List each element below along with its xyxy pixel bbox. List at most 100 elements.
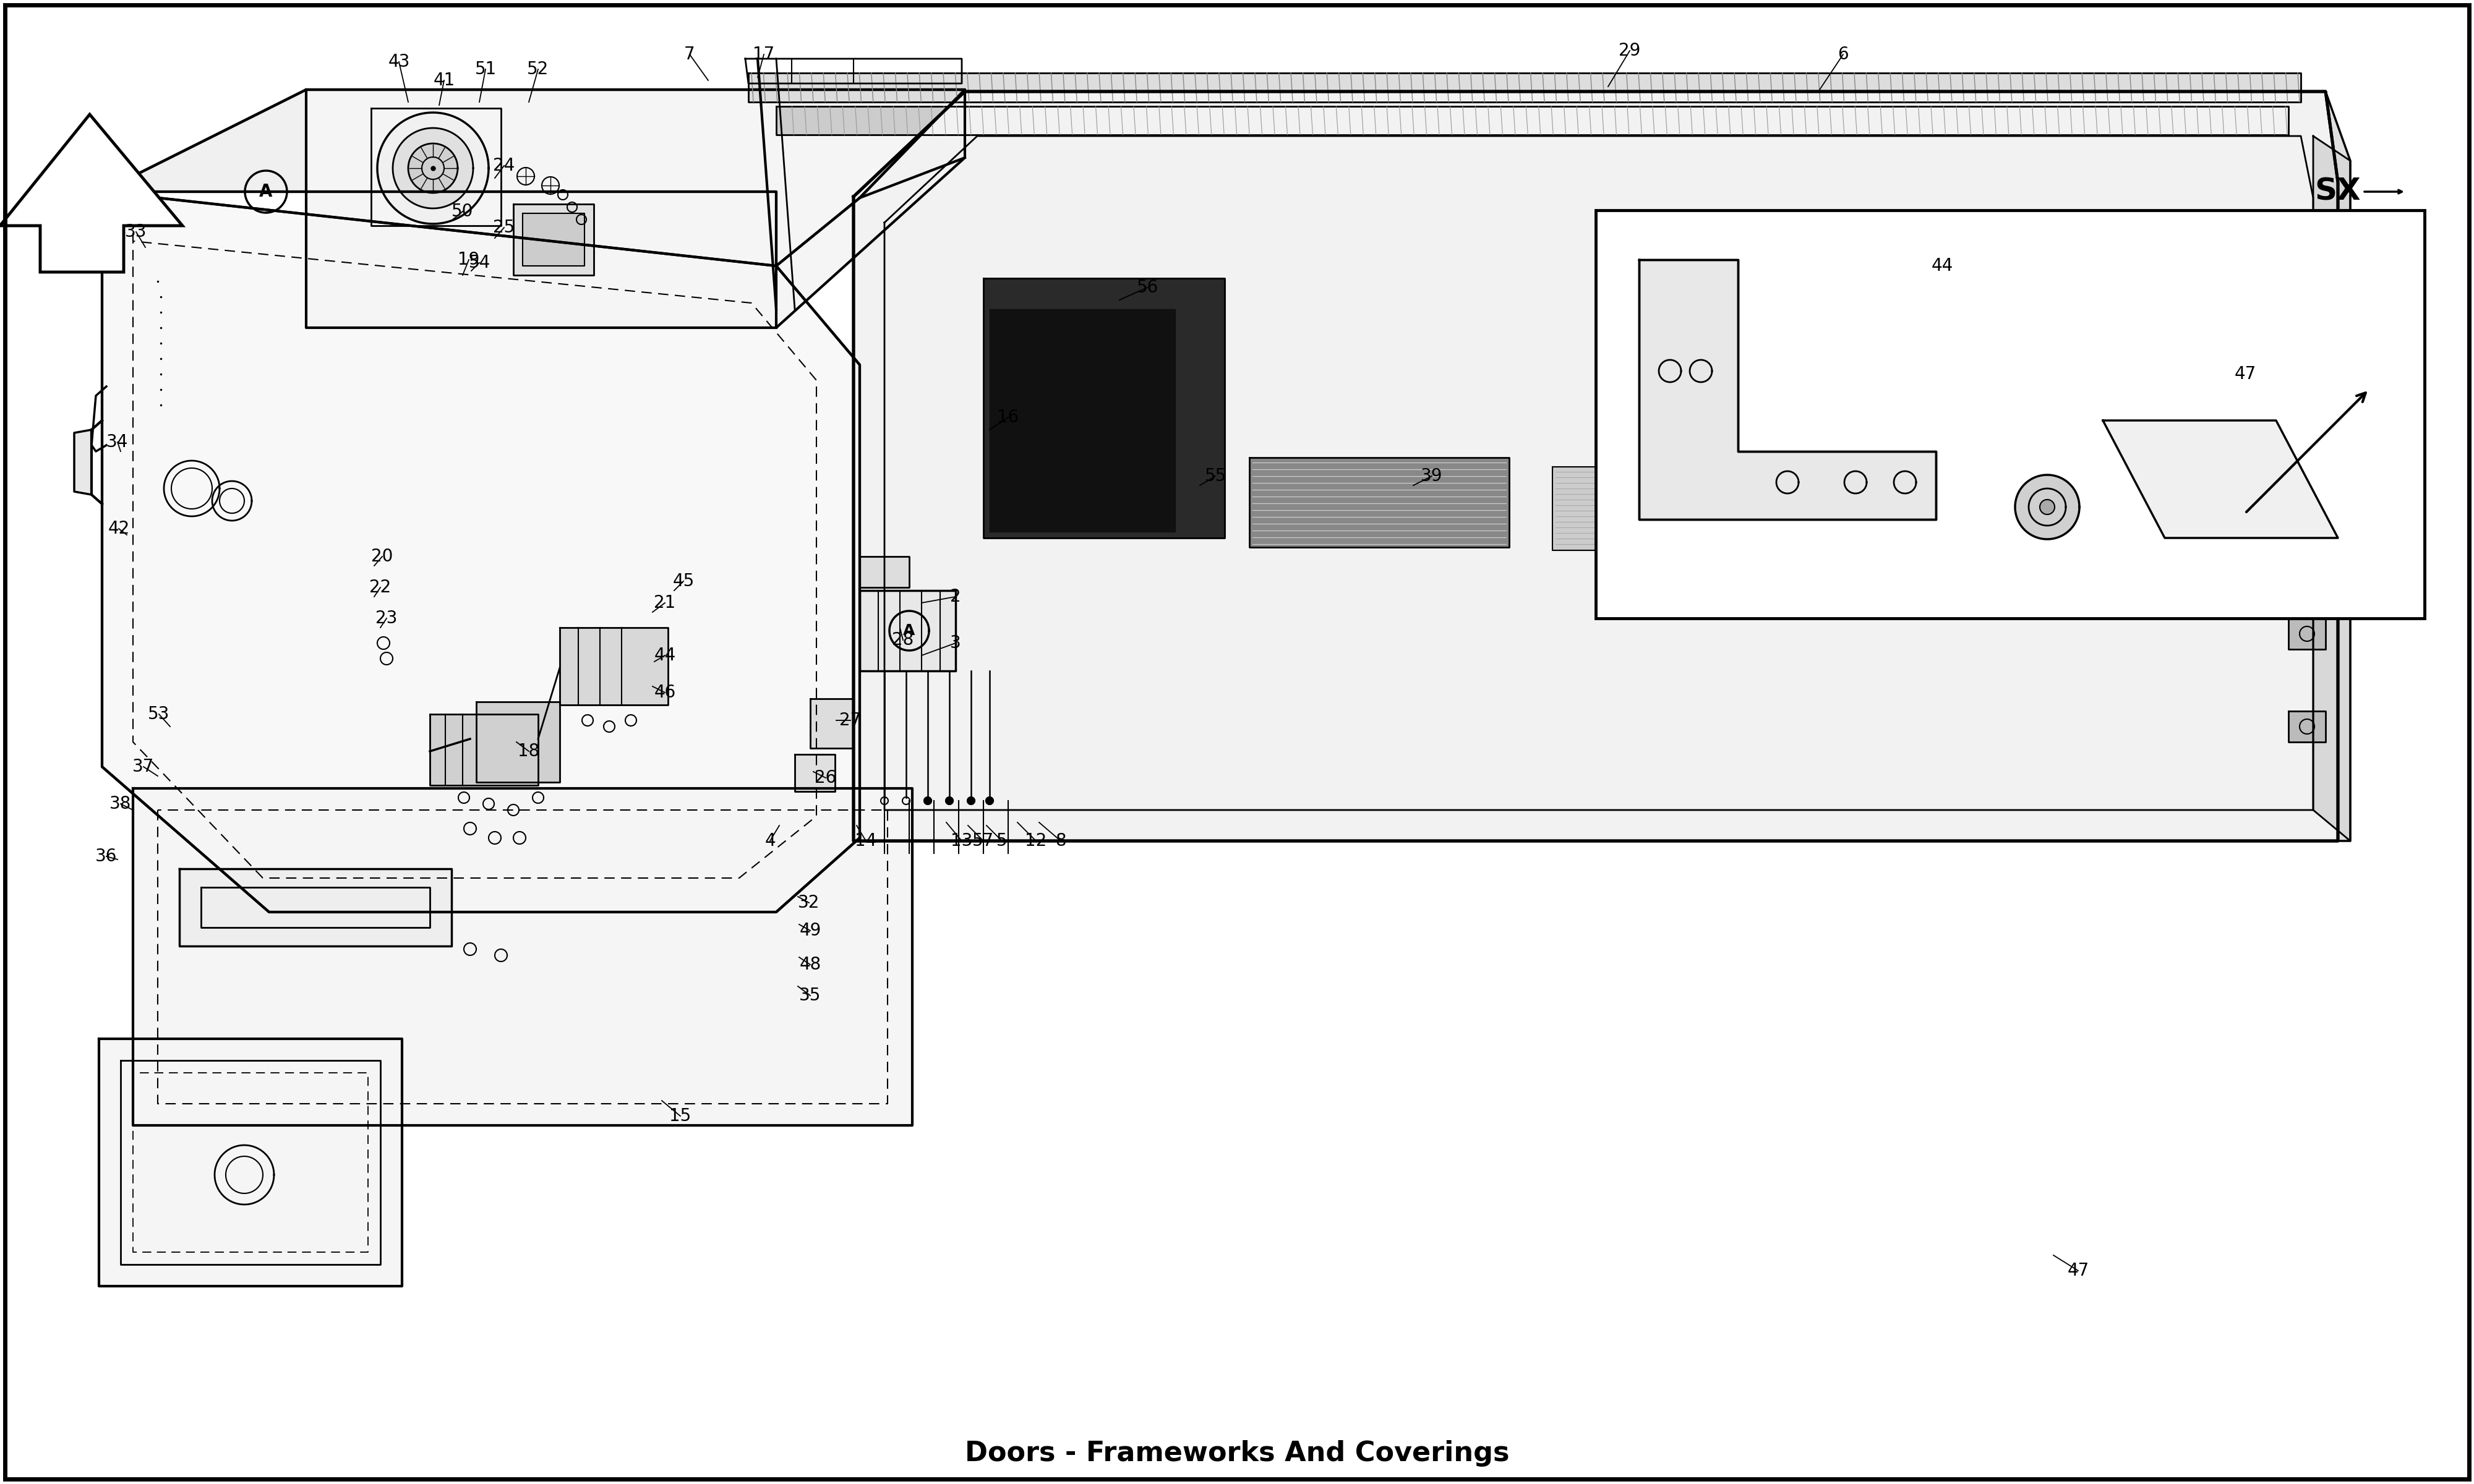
Text: 39: 39: [1420, 467, 1442, 485]
Text: 33: 33: [126, 223, 146, 240]
Text: 41: 41: [433, 71, 455, 89]
Polygon shape: [854, 92, 2338, 841]
Polygon shape: [2103, 420, 2338, 537]
Text: 36: 36: [96, 847, 116, 865]
Text: 49: 49: [799, 922, 821, 939]
Text: 50: 50: [453, 203, 473, 220]
Polygon shape: [2288, 711, 2326, 742]
Polygon shape: [2313, 137, 2350, 841]
Text: 21: 21: [653, 594, 675, 611]
Polygon shape: [903, 797, 910, 804]
Text: 56: 56: [1136, 279, 1158, 297]
Text: 12: 12: [1024, 833, 1047, 849]
Polygon shape: [2326, 92, 2350, 841]
Text: 35: 35: [799, 987, 821, 1005]
Text: 3: 3: [950, 635, 960, 651]
Polygon shape: [925, 797, 930, 804]
Text: 29: 29: [1618, 42, 1640, 59]
Polygon shape: [101, 89, 965, 266]
Polygon shape: [408, 144, 458, 193]
Polygon shape: [747, 73, 2301, 102]
Polygon shape: [307, 89, 965, 328]
Polygon shape: [379, 113, 490, 224]
Text: 15: 15: [670, 1107, 690, 1125]
Polygon shape: [559, 628, 668, 705]
Polygon shape: [101, 191, 861, 913]
Text: 17: 17: [752, 46, 774, 62]
Polygon shape: [522, 214, 584, 266]
Polygon shape: [515, 203, 594, 275]
Text: Doors - Frameworks And Coverings: Doors - Frameworks And Coverings: [965, 1439, 1509, 1466]
Text: 42: 42: [109, 519, 129, 537]
Text: 54: 54: [468, 254, 490, 272]
Text: 14: 14: [856, 833, 876, 849]
Polygon shape: [99, 1039, 401, 1287]
Text: 55: 55: [1205, 467, 1227, 485]
Text: 40: 40: [2335, 251, 2358, 269]
Text: 10: 10: [2365, 430, 2385, 448]
Text: 9: 9: [2318, 368, 2328, 386]
Polygon shape: [967, 797, 975, 804]
Text: 8: 8: [1056, 833, 1066, 849]
Text: 30: 30: [2365, 211, 2385, 229]
Polygon shape: [2288, 619, 2326, 650]
Polygon shape: [2016, 475, 2078, 539]
Text: 51: 51: [475, 61, 497, 77]
Text: 13: 13: [950, 833, 972, 849]
Text: 5: 5: [997, 833, 1007, 849]
Text: 1: 1: [2370, 294, 2380, 312]
Text: 34: 34: [106, 433, 129, 451]
Polygon shape: [777, 107, 2288, 135]
Polygon shape: [393, 128, 473, 208]
Polygon shape: [430, 714, 539, 785]
Polygon shape: [861, 556, 910, 588]
Bar: [1596, 211, 2425, 619]
Text: 22: 22: [369, 579, 391, 597]
Polygon shape: [1249, 457, 1509, 548]
Text: 37: 37: [134, 758, 153, 775]
Text: 53: 53: [148, 705, 171, 723]
Polygon shape: [1638, 260, 1935, 519]
Text: 16: 16: [997, 408, 1019, 426]
Text: 44: 44: [1932, 257, 1952, 275]
Polygon shape: [811, 699, 854, 748]
Text: 20: 20: [371, 548, 393, 565]
Text: 4: 4: [764, 833, 774, 849]
Polygon shape: [2041, 500, 2053, 515]
Text: 19: 19: [458, 251, 480, 269]
Polygon shape: [74, 430, 92, 494]
Polygon shape: [0, 114, 183, 272]
Text: 28: 28: [893, 631, 913, 649]
Text: 25: 25: [492, 218, 515, 236]
Text: A: A: [260, 183, 272, 200]
Text: A: A: [903, 623, 915, 638]
Polygon shape: [2288, 260, 2326, 291]
Text: 57: 57: [972, 833, 995, 849]
Polygon shape: [985, 279, 1225, 537]
Text: 48: 48: [799, 956, 821, 974]
Text: 47: 47: [2068, 1261, 2088, 1279]
Text: 2: 2: [950, 588, 960, 605]
Polygon shape: [475, 702, 559, 782]
Polygon shape: [881, 797, 888, 804]
Polygon shape: [945, 797, 952, 804]
Polygon shape: [861, 591, 955, 671]
Text: 23: 23: [376, 610, 398, 626]
Polygon shape: [134, 788, 913, 1125]
Polygon shape: [1554, 467, 1695, 551]
Text: 38: 38: [109, 795, 131, 813]
Polygon shape: [990, 309, 1175, 531]
Text: SX: SX: [2316, 177, 2360, 206]
Text: 47: 47: [2234, 365, 2256, 383]
Polygon shape: [2288, 433, 2326, 463]
Text: 52: 52: [527, 61, 549, 77]
Text: 7: 7: [685, 46, 695, 62]
Polygon shape: [794, 754, 836, 791]
Text: 45: 45: [673, 573, 695, 589]
Text: 46: 46: [653, 684, 675, 700]
Polygon shape: [2288, 346, 2326, 377]
Text: 43: 43: [388, 53, 411, 70]
Text: 24: 24: [492, 157, 515, 174]
Polygon shape: [2288, 525, 2326, 556]
Text: 18: 18: [517, 742, 539, 760]
